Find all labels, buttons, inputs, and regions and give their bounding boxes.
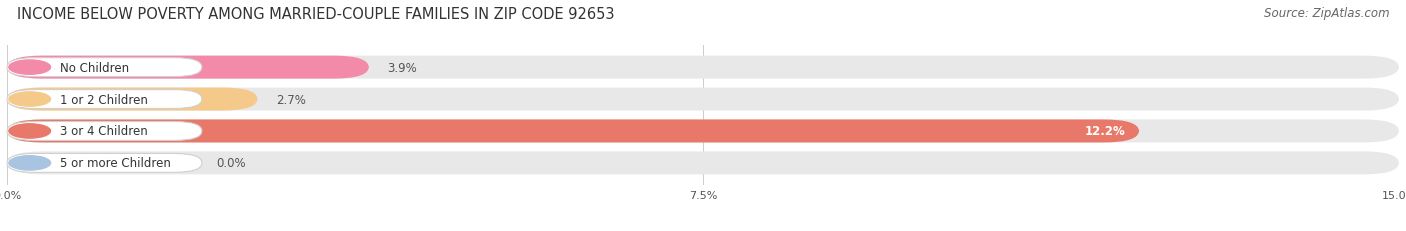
Text: 0.0%: 0.0% xyxy=(217,157,246,170)
FancyBboxPatch shape xyxy=(7,88,257,111)
FancyBboxPatch shape xyxy=(7,88,1399,111)
FancyBboxPatch shape xyxy=(7,90,202,109)
Text: 5 or more Children: 5 or more Children xyxy=(60,157,170,170)
FancyBboxPatch shape xyxy=(7,152,1399,175)
Text: No Children: No Children xyxy=(60,61,129,74)
FancyBboxPatch shape xyxy=(7,154,202,173)
FancyBboxPatch shape xyxy=(7,120,1399,143)
FancyBboxPatch shape xyxy=(7,122,202,141)
Text: 3.9%: 3.9% xyxy=(388,61,418,74)
Circle shape xyxy=(8,61,51,75)
FancyBboxPatch shape xyxy=(7,56,368,79)
Text: Source: ZipAtlas.com: Source: ZipAtlas.com xyxy=(1264,7,1389,20)
Circle shape xyxy=(8,92,51,107)
FancyBboxPatch shape xyxy=(7,58,202,77)
Text: 12.2%: 12.2% xyxy=(1084,125,1125,138)
FancyBboxPatch shape xyxy=(7,56,1399,79)
FancyBboxPatch shape xyxy=(7,120,1139,143)
Text: 2.7%: 2.7% xyxy=(276,93,307,106)
Text: INCOME BELOW POVERTY AMONG MARRIED-COUPLE FAMILIES IN ZIP CODE 92653: INCOME BELOW POVERTY AMONG MARRIED-COUPL… xyxy=(17,7,614,22)
Circle shape xyxy=(8,124,51,139)
Text: 1 or 2 Children: 1 or 2 Children xyxy=(60,93,148,106)
Text: 3 or 4 Children: 3 or 4 Children xyxy=(60,125,148,138)
Circle shape xyxy=(8,156,51,170)
